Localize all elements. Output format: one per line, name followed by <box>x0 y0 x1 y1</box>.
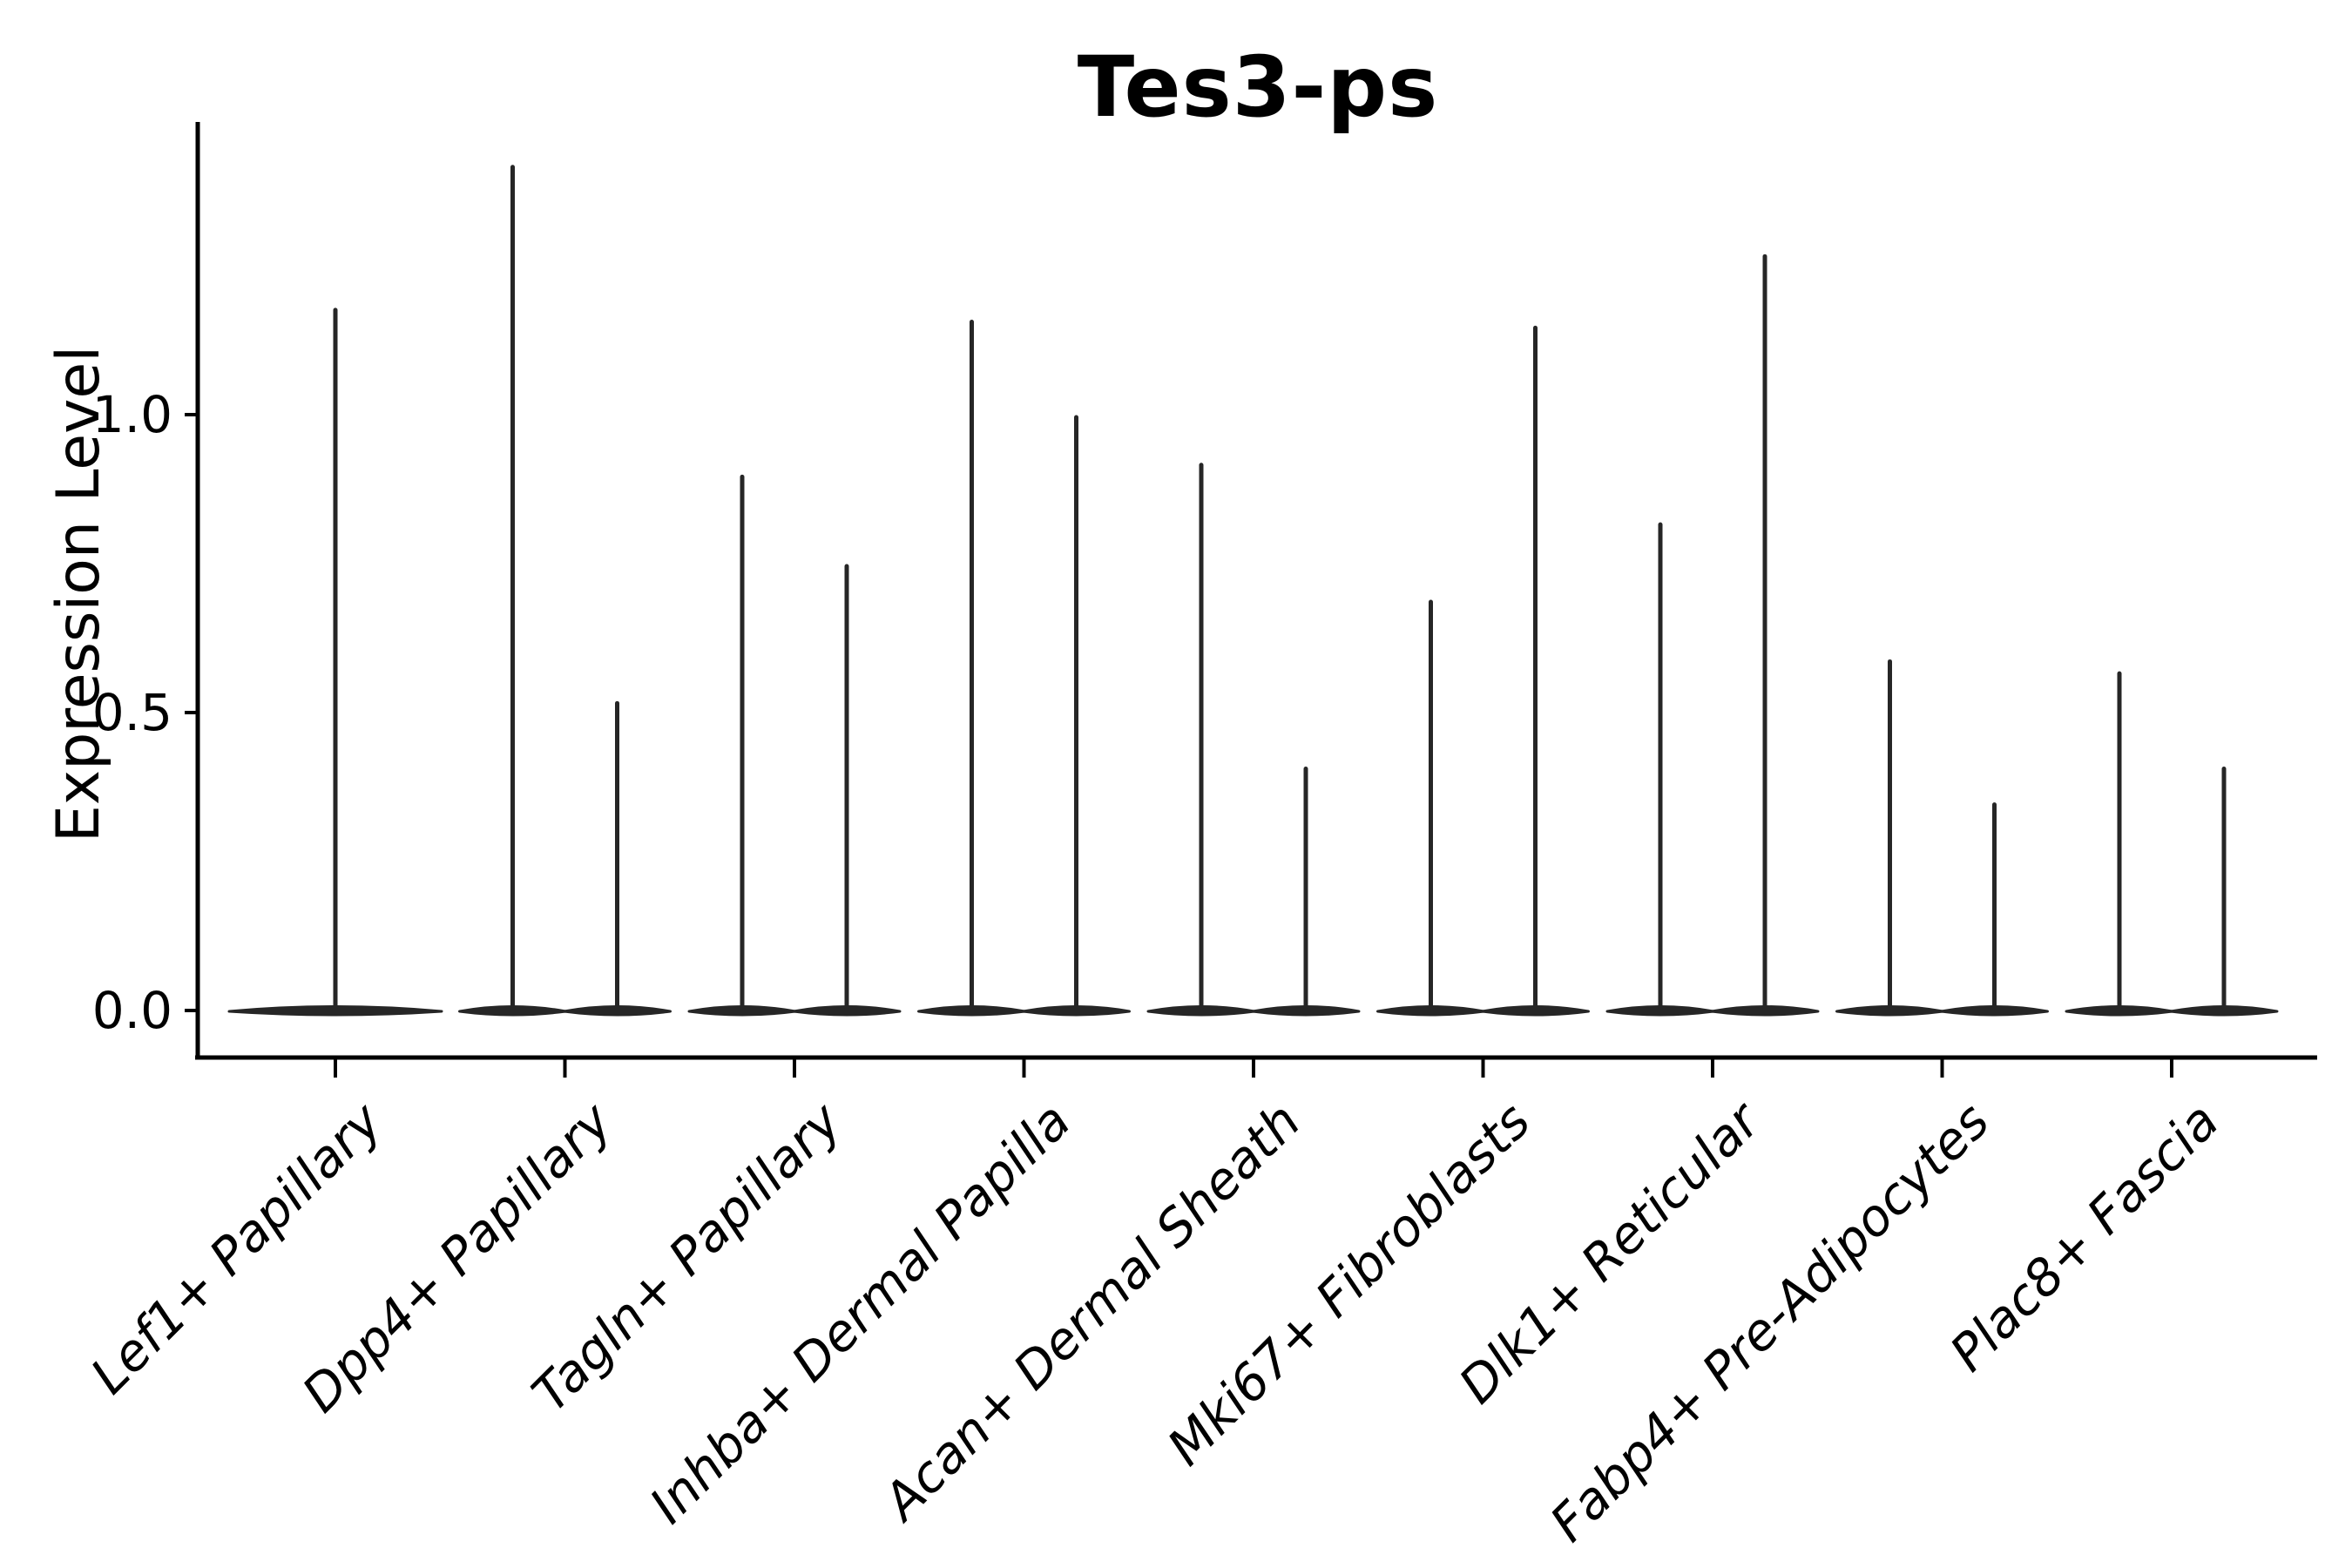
violin-base <box>563 1005 672 1017</box>
violin-base <box>1251 1005 1361 1017</box>
violin-base <box>792 1005 902 1017</box>
violin-base <box>1940 1005 2049 1017</box>
violin-base <box>227 1005 443 1017</box>
y-tick-label: 0.0 <box>91 981 172 1040</box>
violin-base <box>2169 1005 2279 1017</box>
chart-title: Tes3-ps <box>1077 38 1439 136</box>
violin-base <box>1022 1005 1131 1017</box>
y-tick-label: 1.0 <box>91 385 172 444</box>
violin-base <box>1710 1005 1820 1017</box>
y-tick-label: 0.5 <box>91 683 172 742</box>
violin-base <box>1481 1005 1590 1017</box>
y-axis-label: Expression Level <box>44 345 113 843</box>
